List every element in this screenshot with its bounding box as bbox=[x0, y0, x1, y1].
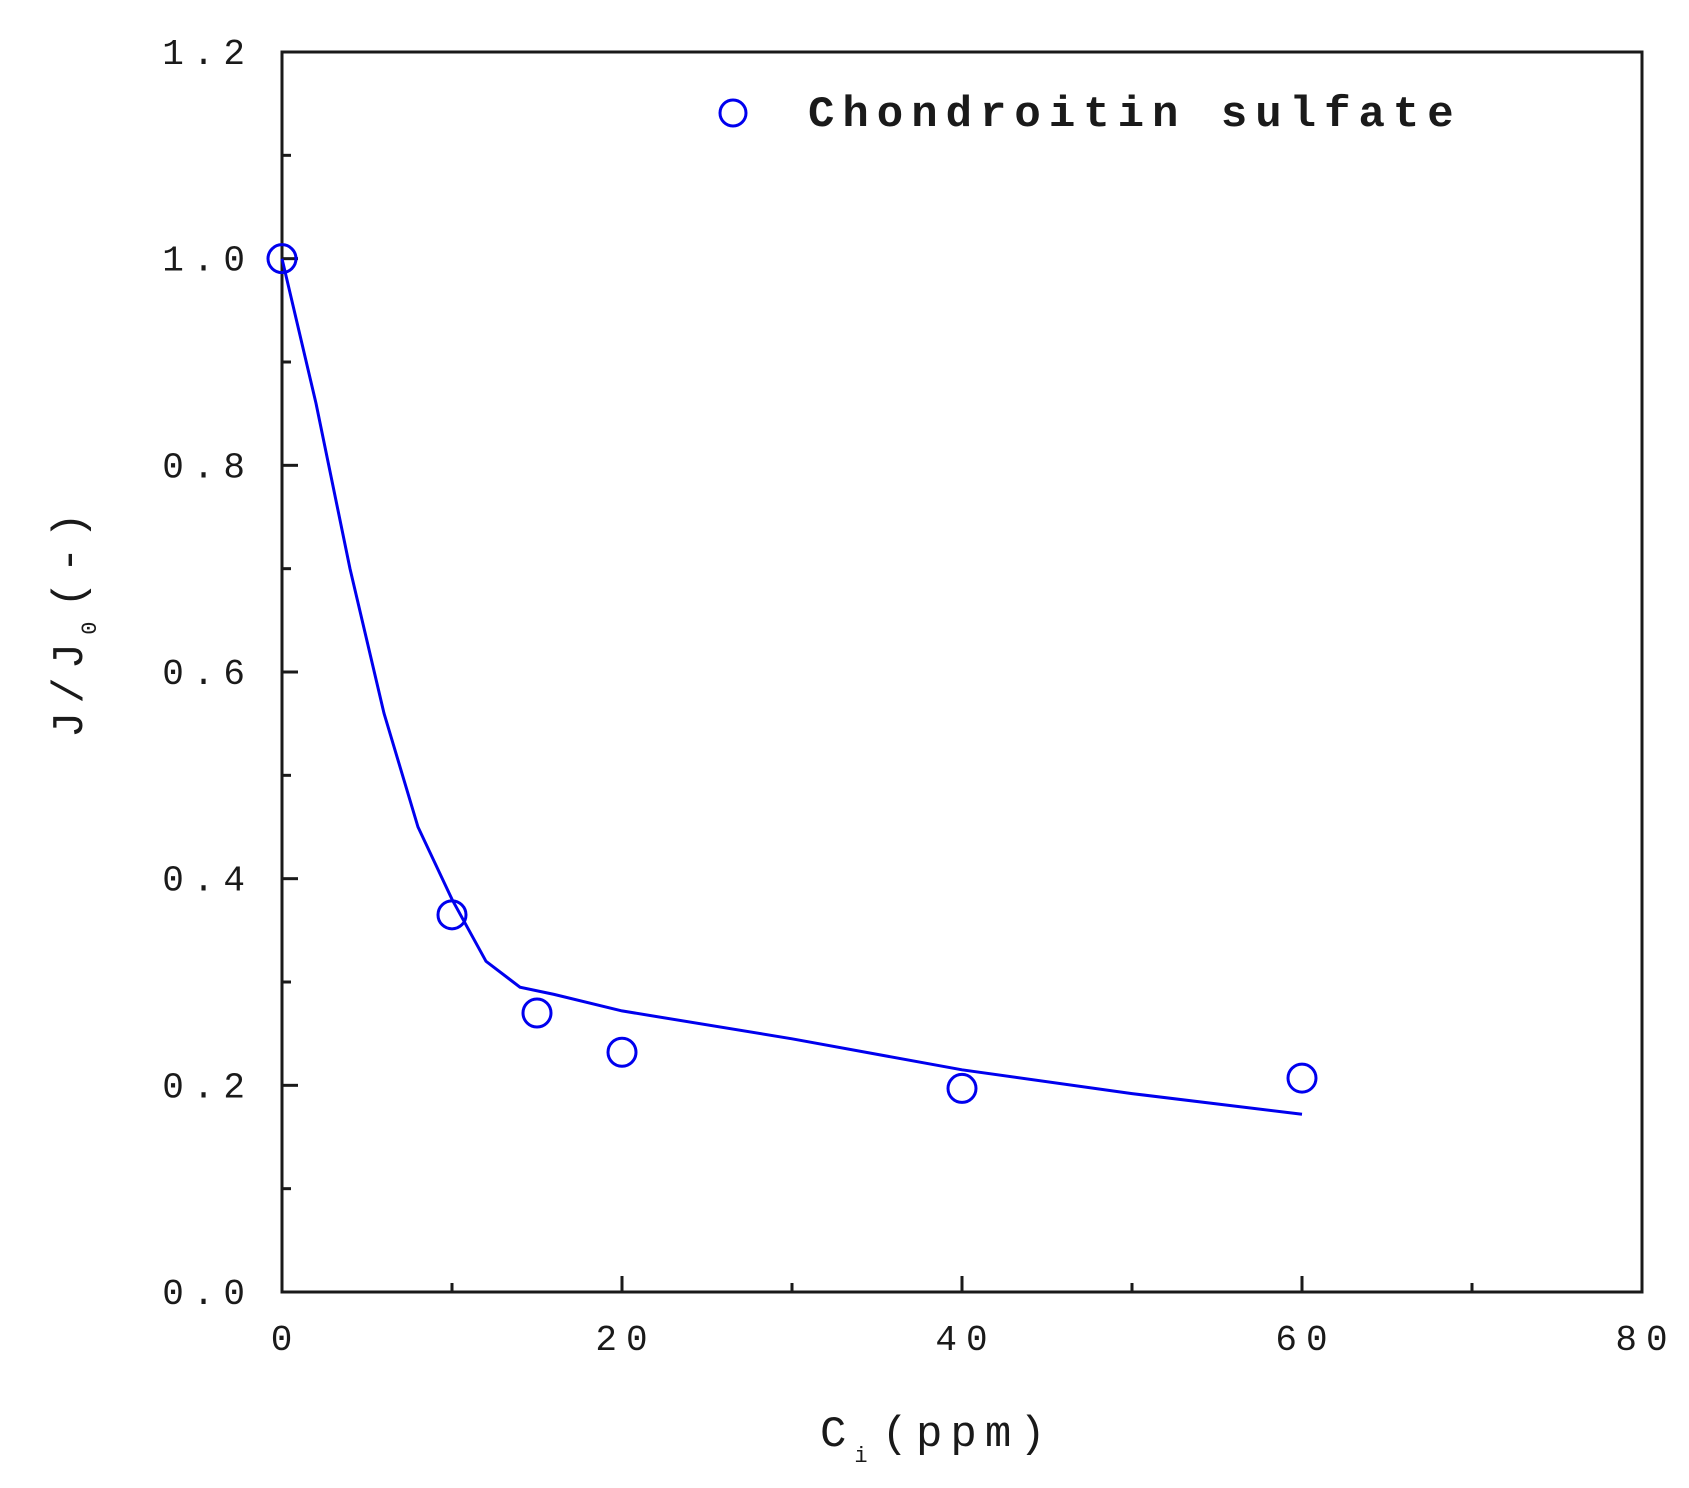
y-axis-title-rest: (-) bbox=[46, 504, 96, 607]
axis-ticks bbox=[280, 50, 1644, 1294]
legend-label: Chondroitin sulfate bbox=[808, 90, 1462, 140]
x-tick-label: 40 bbox=[935, 1320, 996, 1361]
y-axis-title-sub: 0 bbox=[78, 614, 103, 635]
axis-tick-labels: 0 20 40 60 80 0.0 0.2 0.4 0.6 0.8 1.0 1.2 bbox=[162, 34, 1676, 1361]
y-tick-label: 0.8 bbox=[162, 447, 254, 488]
data-point bbox=[436, 899, 468, 931]
x-tick-label: 0 bbox=[271, 1320, 302, 1361]
x-tick-label: 80 bbox=[1615, 1320, 1676, 1361]
x-tick-label: 60 bbox=[1275, 1320, 1336, 1361]
x-tick-label: 20 bbox=[595, 1320, 656, 1361]
data-point bbox=[946, 1072, 978, 1104]
data-point bbox=[266, 243, 298, 275]
y-axis-title: J/J0 (-) bbox=[46, 504, 103, 738]
legend-marker bbox=[718, 98, 748, 128]
y-tick-label: 1.0 bbox=[162, 241, 254, 282]
y-tick-label: 0.4 bbox=[162, 861, 254, 902]
data-points bbox=[266, 243, 1318, 1104]
y-axis-title-main: J/J bbox=[46, 635, 96, 738]
data-point bbox=[606, 1036, 638, 1068]
plot-frame bbox=[280, 50, 1644, 1294]
data-point bbox=[521, 997, 553, 1029]
x-axis-title-main: C bbox=[820, 1410, 854, 1460]
x-axis-title-rest: (ppm) bbox=[882, 1410, 1054, 1460]
x-axis-title: Ci (ppm) bbox=[820, 1410, 1054, 1469]
y-tick-label: 0.2 bbox=[162, 1067, 254, 1108]
x-axis-title-sub: i bbox=[854, 1444, 875, 1469]
y-tick-label: 0.0 bbox=[162, 1274, 254, 1315]
y-tick-label: 1.2 bbox=[162, 34, 254, 75]
y-tick-label: 0.6 bbox=[162, 654, 254, 695]
fit-curve bbox=[280, 258, 1303, 1116]
data-point bbox=[1286, 1062, 1318, 1094]
